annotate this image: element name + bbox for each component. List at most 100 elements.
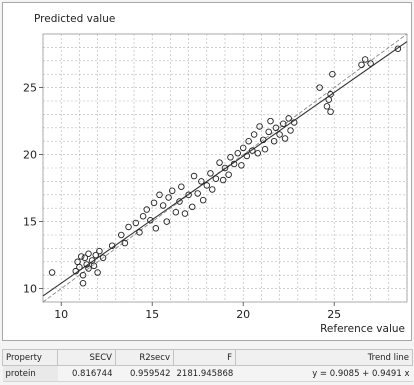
data-point [48, 269, 56, 276]
plot-area-frame [42, 33, 408, 303]
table-row[interactable]: protein 0.816744 0.959542 2181.945868 y … [2, 365, 413, 382]
data-point [265, 128, 272, 136]
data-point [267, 117, 274, 125]
data-point [190, 172, 198, 180]
cell-property: protein [2, 365, 58, 382]
data-point [281, 135, 289, 142]
data-point [238, 162, 245, 169]
data-point [287, 127, 294, 134]
data-point [256, 123, 263, 130]
data-point [198, 178, 205, 185]
scatter-chart: Predicted value 10 15 20 25 10 15 20 25 Reference… [23, 13, 408, 335]
cell-secv: 0.816744 [57, 365, 116, 382]
reference-line [42, 33, 408, 303]
y-tick-label: 15 [23, 216, 37, 229]
data-point [85, 250, 92, 258]
data-point [221, 164, 229, 172]
data-point [327, 91, 334, 98]
data-point [81, 254, 89, 262]
data-point [76, 263, 83, 271]
data-point [150, 199, 158, 207]
data-point [79, 279, 87, 287]
data-point [132, 219, 140, 227]
y-tick-label: 25 [23, 82, 37, 95]
col-header-f[interactable]: F [173, 349, 236, 366]
data-point [172, 208, 180, 216]
col-header-property[interactable]: Property [2, 349, 58, 366]
data-point [165, 194, 172, 201]
data-point [83, 261, 90, 268]
data-point [216, 159, 223, 166]
col-header-trend-line[interactable]: Trend line [235, 349, 413, 366]
data-point [72, 267, 80, 275]
data-point [143, 206, 150, 213]
col-header-secv[interactable]: SECV [57, 349, 116, 366]
data-point [185, 191, 192, 199]
plot-panel: Predicted value 10 15 20 25 10 15 20 25 Reference… [2, 2, 412, 341]
data-point [234, 150, 241, 157]
x-axis-title: Reference value [320, 323, 405, 335]
x-tick-label: 10 [54, 308, 68, 321]
stats-header-row: Property SECV R2secv F Trend line [2, 349, 413, 366]
data-point [327, 108, 334, 115]
data-point [316, 84, 323, 91]
y-tick-label: 10 [23, 283, 37, 296]
data-point [96, 247, 103, 255]
data-point [176, 198, 183, 205]
data-point [207, 170, 214, 177]
data-point [225, 171, 232, 178]
data-point [329, 70, 336, 78]
data-point [79, 271, 87, 279]
data-point [243, 152, 251, 160]
data-point [125, 223, 132, 231]
col-header-r2secv[interactable]: R2secv [115, 349, 174, 366]
data-point [108, 242, 116, 249]
x-tick-label: 15 [145, 308, 159, 321]
trend-line [42, 41, 408, 297]
data-point [99, 254, 107, 262]
data-point [178, 183, 185, 191]
data-point [121, 239, 129, 247]
data-point [245, 137, 252, 145]
data-point [323, 103, 331, 110]
data-point [219, 176, 227, 184]
data-point [290, 119, 298, 126]
data-point [367, 60, 374, 67]
data-point [249, 147, 256, 154]
cell-f: 2181.945868 [173, 365, 236, 382]
data-point [77, 253, 85, 260]
data-point [163, 218, 171, 225]
cell-r2secv: 0.959542 [115, 365, 174, 382]
data-point [168, 187, 176, 195]
x-tick-label: 25 [327, 308, 341, 321]
x-tick-label: 20 [236, 308, 250, 321]
data-point [230, 160, 238, 168]
data-point [194, 190, 201, 197]
data-point [90, 262, 98, 270]
data-point [92, 251, 100, 259]
data-point [261, 145, 269, 153]
data-point [270, 137, 278, 145]
data-point [361, 56, 369, 63]
data-point [199, 196, 207, 204]
data-point [394, 45, 402, 52]
data-point [212, 175, 220, 182]
data-point [259, 136, 267, 144]
data-point [94, 269, 101, 276]
data-point [227, 154, 234, 161]
data-point [136, 229, 143, 236]
data-point [139, 212, 147, 220]
data-point [85, 265, 92, 272]
data-point [272, 124, 280, 132]
data-point [279, 120, 287, 128]
y-axis-title: Predicted value [34, 13, 115, 25]
data-point [152, 225, 160, 232]
data-point [285, 115, 292, 122]
data-point [118, 231, 125, 239]
data-point [209, 186, 216, 193]
data-point [159, 202, 167, 209]
data-point [254, 150, 262, 157]
data-point [276, 131, 283, 138]
data-point [147, 217, 154, 224]
